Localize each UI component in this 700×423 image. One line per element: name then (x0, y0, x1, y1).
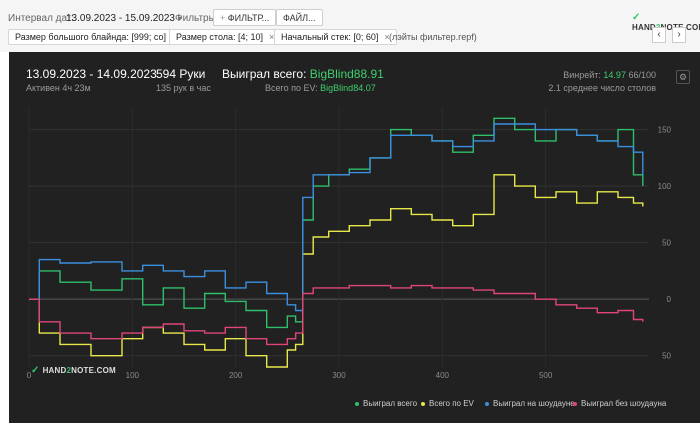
interval-dropdown[interactable]: 13.09.2023 - 15.09.2023 ▾ (66, 13, 182, 24)
x-tick-label: 500 (539, 371, 553, 380)
avg-tables: 2.1 среднее число столов (548, 83, 656, 93)
legend-label: Выиграл на шоудауне (493, 399, 575, 408)
legend-ev[interactable]: Всего по EV (421, 399, 474, 408)
ev-total: Всего по EV: BigBlind84.07 (265, 83, 376, 93)
legend-won[interactable]: Выиграл всего (355, 399, 417, 408)
y-tick-label: 0 (667, 295, 672, 304)
filter-button-label: ФИЛЬТР... (227, 13, 270, 23)
x-tick-label: 300 (332, 371, 346, 380)
filter-note: (лэйты фильтер.герf) (389, 32, 477, 42)
legend-dot (485, 401, 489, 406)
filter-chip[interactable]: Начальный стек: [0; 60] × (274, 29, 397, 45)
prev-button[interactable]: ‹ (652, 27, 666, 43)
chip-label: Начальный стек: [0; 60] (281, 32, 379, 42)
interval-label: Интервал дат: (8, 13, 75, 24)
chart-logo-prefix: HAND (42, 366, 67, 375)
filters-label: Фильтры: (175, 13, 219, 24)
legend-dot (421, 401, 425, 406)
won-value: BigBlind88.91 (309, 67, 384, 81)
winrate: Винрейт: 14.97 66/100 (563, 70, 656, 80)
chip-label: Размер большого блайнда: [999; со] (15, 32, 167, 42)
close-icon[interactable]: × (269, 32, 275, 42)
y-axis-ticks: 150 100 50 0 50 (658, 126, 672, 361)
x-axis-ticks: 0 100 200 300 400 500 (27, 371, 553, 380)
legend-label: Выиграл без шоудауна (581, 399, 667, 408)
y-tick-label: 100 (658, 182, 672, 191)
active-time: Активен 4ч 23м (26, 83, 91, 93)
winrate-value: 14.97 (603, 70, 626, 80)
chart-lines (29, 117, 644, 368)
series-line-0 (29, 117, 644, 329)
filter-chip[interactable]: Размер стола: [4; 10] × (169, 29, 282, 45)
legend-no-showdown[interactable]: Выиграл без шоудауна (573, 399, 666, 408)
x-tick-label: 100 (126, 371, 140, 380)
top-toolbar: Интервал дат: 13.09.2023 - 15.09.2023 ▾ … (0, 0, 700, 52)
close-icon[interactable]: × (384, 32, 390, 42)
x-tick-label: 0 (27, 371, 32, 380)
won-total: Выиграл всего: BigBlind88.91 (222, 67, 384, 81)
chart-logo-suffix: NOTE.COM (71, 366, 116, 375)
gear-icon[interactable]: ⚙ (676, 70, 690, 84)
filter-button[interactable]: + ФИЛЬТР... (213, 9, 277, 26)
legend-label: Всего по EV (429, 399, 474, 408)
date-range: 13.09.2023 - 14.09.2023 (26, 67, 157, 81)
y-tick-label: 50 (662, 239, 671, 248)
legend-dot (355, 401, 359, 406)
hands-per-hour: 135 рук в час (156, 83, 211, 93)
graph-panel: 13.09.2023 - 14.09.2023 Активен 4ч 23м 5… (9, 52, 700, 423)
series-line-3 (29, 284, 644, 346)
chip-label: Размер стола: [4; 10] (176, 32, 264, 42)
chart-grid (28, 107, 649, 367)
chart-logo: ✓ HAND2NOTE.COM (31, 365, 116, 376)
logo-mark-icon: ✓ (31, 365, 43, 376)
ev-value: BigBlind84.07 (320, 83, 376, 93)
plus-icon: + (220, 13, 228, 23)
hands-count: 594 Руки (156, 67, 206, 81)
chart-logo-two: 2 (66, 366, 72, 375)
ev-label: Всего по EV: (265, 83, 318, 93)
interval-value: 13.09.2023 - 15.09.2023 (66, 13, 175, 24)
y-tick-label: 50 (662, 352, 671, 361)
won-label: Выиграл всего: (222, 67, 307, 81)
logo-mark-icon: ✓ (632, 12, 641, 23)
winrate-label: Винрейт: (563, 70, 601, 80)
winrate-extra: 66/100 (628, 70, 656, 80)
legend-dot (573, 401, 577, 406)
file-button[interactable]: ФАЙЛ... (276, 9, 323, 26)
x-tick-label: 400 (436, 371, 450, 380)
filter-chip[interactable]: Размер большого блайнда: [999; со]× (8, 29, 185, 45)
logo: ✓ HAND2NOTE.COM (632, 12, 700, 32)
legend-label: Выиграл всего (363, 399, 418, 408)
logo-prefix: HAND (632, 23, 656, 32)
y-tick-label: 150 (658, 126, 672, 135)
chevron-down-icon: ▾ (177, 14, 182, 23)
x-tick-label: 200 (229, 371, 243, 380)
legend-showdown[interactable]: Выиграл на шоудауне (485, 399, 575, 408)
next-button[interactable]: › (672, 27, 686, 43)
series-line-2 (29, 123, 644, 312)
